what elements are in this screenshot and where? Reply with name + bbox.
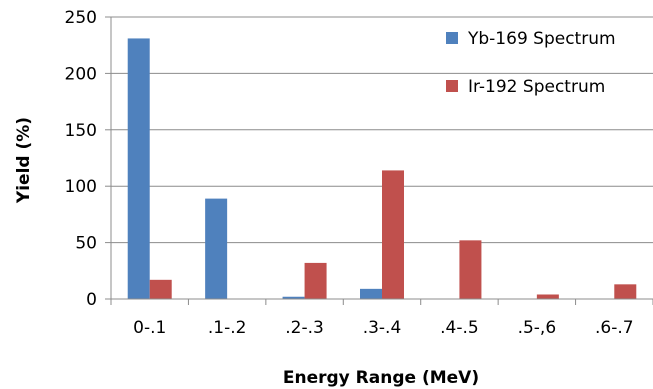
y-tick-label: 0: [86, 290, 97, 310]
x-tick-label: .1-.2: [208, 318, 247, 338]
x-tick-labels: 0-.1 .1-.2 .2-.3 .3-.4 .4-.5 .5-,6 .6-.7: [133, 318, 633, 338]
y-tick-label: 50: [75, 234, 97, 254]
x-tick-label: .5-,6: [518, 318, 557, 338]
x-tick-label: .6-.7: [595, 318, 634, 338]
bars: [127, 38, 637, 299]
x-tick-label: .3-.4: [363, 318, 402, 338]
gridlines: [111, 16, 653, 244]
y-tick-label: 100: [65, 177, 97, 197]
bar-ir192: [382, 170, 404, 299]
x-tick-label: .4-.5: [440, 318, 479, 338]
legend-swatch: [446, 80, 458, 92]
bar-ir192: [536, 294, 559, 299]
bar-ir192: [149, 279, 172, 299]
bar-ir192: [614, 284, 637, 299]
x-tick-label: 0-.1: [133, 318, 166, 338]
bar-ir192: [304, 262, 327, 299]
y-tick-label: 250: [65, 8, 97, 28]
y-tick-label: 200: [65, 64, 97, 84]
bar-ir192: [459, 240, 482, 299]
axes: [105, 16, 653, 305]
y-tick-label: 150: [65, 121, 97, 141]
bar-yb169: [205, 198, 228, 299]
y-axis-title: Yield (%): [14, 117, 34, 204]
legend: Yb-169 Spectrum Ir-192 Spectrum: [446, 29, 616, 97]
legend-swatch: [446, 32, 458, 44]
bar-yb169: [282, 296, 305, 299]
y-tick-labels: 0 50 100 150 200 250: [65, 8, 97, 310]
bar-yb169: [127, 38, 150, 299]
x-axis-title: Energy Range (MeV): [283, 368, 479, 388]
x-tick-label: .2-.3: [285, 318, 324, 338]
legend-label: Ir-192 Spectrum: [468, 77, 605, 97]
legend-label: Yb-169 Spectrum: [467, 29, 616, 49]
bar-yb169: [360, 288, 382, 299]
